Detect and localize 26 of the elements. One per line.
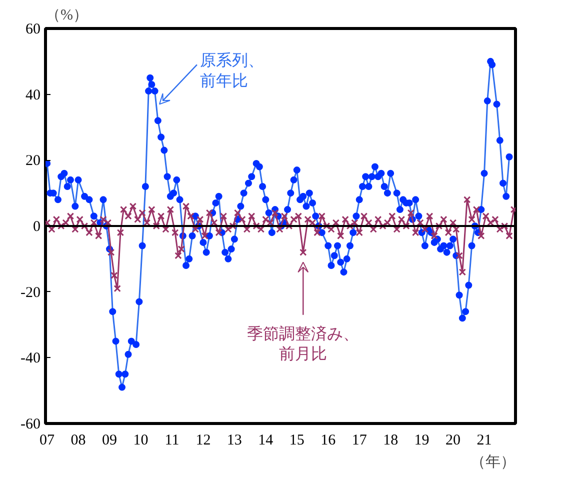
text: 原系列、前年比: [200, 52, 264, 90]
y-tick-label: 60: [26, 22, 40, 38]
x-tick-label: 18: [383, 432, 398, 448]
y-tick-label: 40: [26, 87, 40, 104]
x-tick-label: 21: [476, 432, 492, 448]
x-tick-label: 20: [446, 432, 461, 448]
x-tick-label: 19: [414, 432, 430, 448]
x-tick-label: 13: [226, 432, 242, 448]
y-tick-label: 0: [33, 219, 40, 235]
x-tick-label: 17: [352, 432, 368, 448]
x-tick-label: 08: [70, 432, 86, 448]
x-tick-label: 10: [133, 432, 148, 448]
y-tick-label: -40: [20, 350, 41, 367]
x-tick-label: 14: [258, 432, 274, 448]
x-tick-label: 09: [102, 432, 118, 448]
x-tick-label: 07: [40, 432, 56, 448]
x-tick-label: 16: [320, 432, 336, 448]
x-tick-label: 11: [164, 432, 180, 448]
y-tick-label: 20: [26, 153, 40, 170]
y-tick-label: -20: [20, 284, 41, 301]
y-axis-title: （%）: [46, 8, 88, 24]
x-tick-label: 15: [289, 432, 304, 448]
y-tick-label: -60: [20, 416, 41, 432]
x-tick-label: 12: [196, 432, 211, 448]
x-axis-title: （年）: [470, 454, 516, 470]
text: 季節調整済み、前月比: [247, 324, 360, 364]
